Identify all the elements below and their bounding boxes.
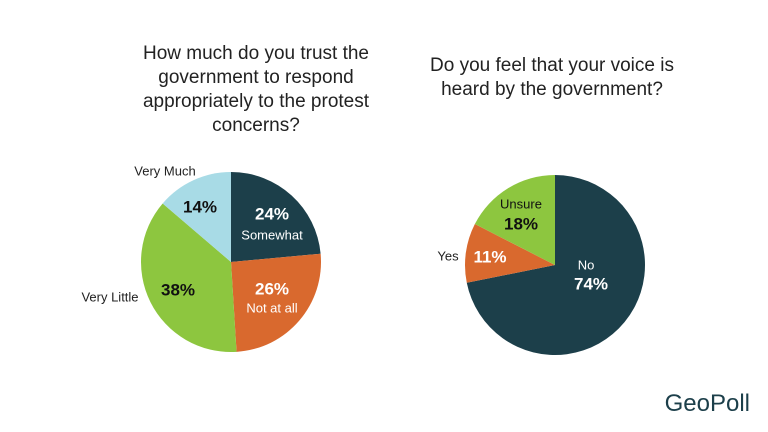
data-label: 74% — [574, 274, 608, 293]
data-label: 18% — [504, 214, 538, 233]
data-label: 26% — [255, 279, 289, 298]
chart-title: How much do you trust the government to … — [142, 43, 370, 136]
logo: GeoPoll — [664, 390, 750, 417]
pie-slice — [466, 175, 646, 355]
slice-label: Unsure — [500, 196, 542, 211]
slice-label: Yes — [437, 248, 459, 263]
slice-label: Very Little — [81, 289, 138, 304]
pie-slice — [162, 172, 231, 262]
pie-slice — [231, 172, 321, 262]
data-label: 14% — [183, 197, 217, 216]
pie-slice — [474, 175, 555, 265]
pie-slice — [465, 224, 555, 283]
slice-label: Not at all — [246, 300, 297, 315]
chart-title: Do you feel that your voice is heard by … — [430, 55, 674, 100]
data-label: 24% — [255, 204, 289, 223]
slice-label: Very Much — [134, 163, 195, 178]
pie-slice — [231, 253, 321, 352]
data-label: 11% — [473, 247, 506, 266]
slice-label: Somewhat — [241, 227, 303, 242]
slice-label: No — [578, 257, 595, 272]
data-label: 38% — [161, 280, 195, 299]
pie-slice — [141, 203, 237, 352]
